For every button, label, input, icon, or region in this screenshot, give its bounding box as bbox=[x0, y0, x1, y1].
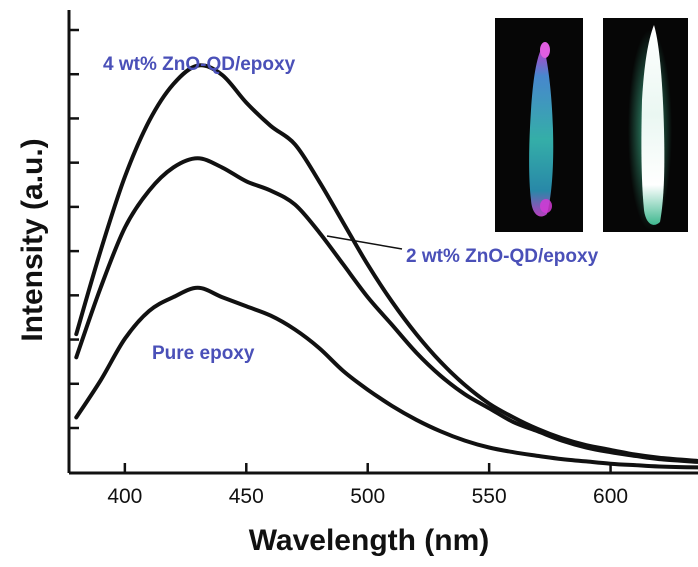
y-ticks bbox=[69, 28, 79, 430]
series-labels: 4 wt% ZnO-QD/epoxy 2 wt% ZnO-QD/epoxy Pu… bbox=[103, 54, 599, 364]
y-axis-title: Intensity (a.u.) bbox=[16, 138, 49, 341]
series-label-4wt: 4 wt% ZnO-QD/epoxy bbox=[103, 54, 296, 75]
x-tick-label: 450 bbox=[229, 485, 264, 508]
glow-photo-icon bbox=[603, 18, 688, 232]
series-label-2wt: 2 wt% ZnO-QD/epoxy bbox=[406, 246, 599, 267]
x-tick-label: 400 bbox=[107, 485, 142, 508]
x-axis-title: Wavelength (nm) bbox=[249, 524, 490, 557]
series-line-0 bbox=[74, 63, 698, 463]
series-label-pure-epoxy: Pure epoxy bbox=[152, 343, 255, 364]
series-line-2 bbox=[74, 285, 698, 470]
x-tick-label: 600 bbox=[593, 485, 628, 508]
x-ticks: 400 450 500 550 600 bbox=[107, 463, 628, 508]
inset-photos bbox=[495, 18, 688, 232]
series-layer bbox=[74, 63, 698, 470]
flame-photo-icon bbox=[495, 18, 583, 232]
axes bbox=[67, 10, 698, 475]
x-tick-label: 550 bbox=[472, 485, 507, 508]
x-tick-label: 500 bbox=[350, 485, 385, 508]
series-label-2wt-leader bbox=[326, 235, 403, 250]
series-line-1 bbox=[74, 156, 698, 464]
